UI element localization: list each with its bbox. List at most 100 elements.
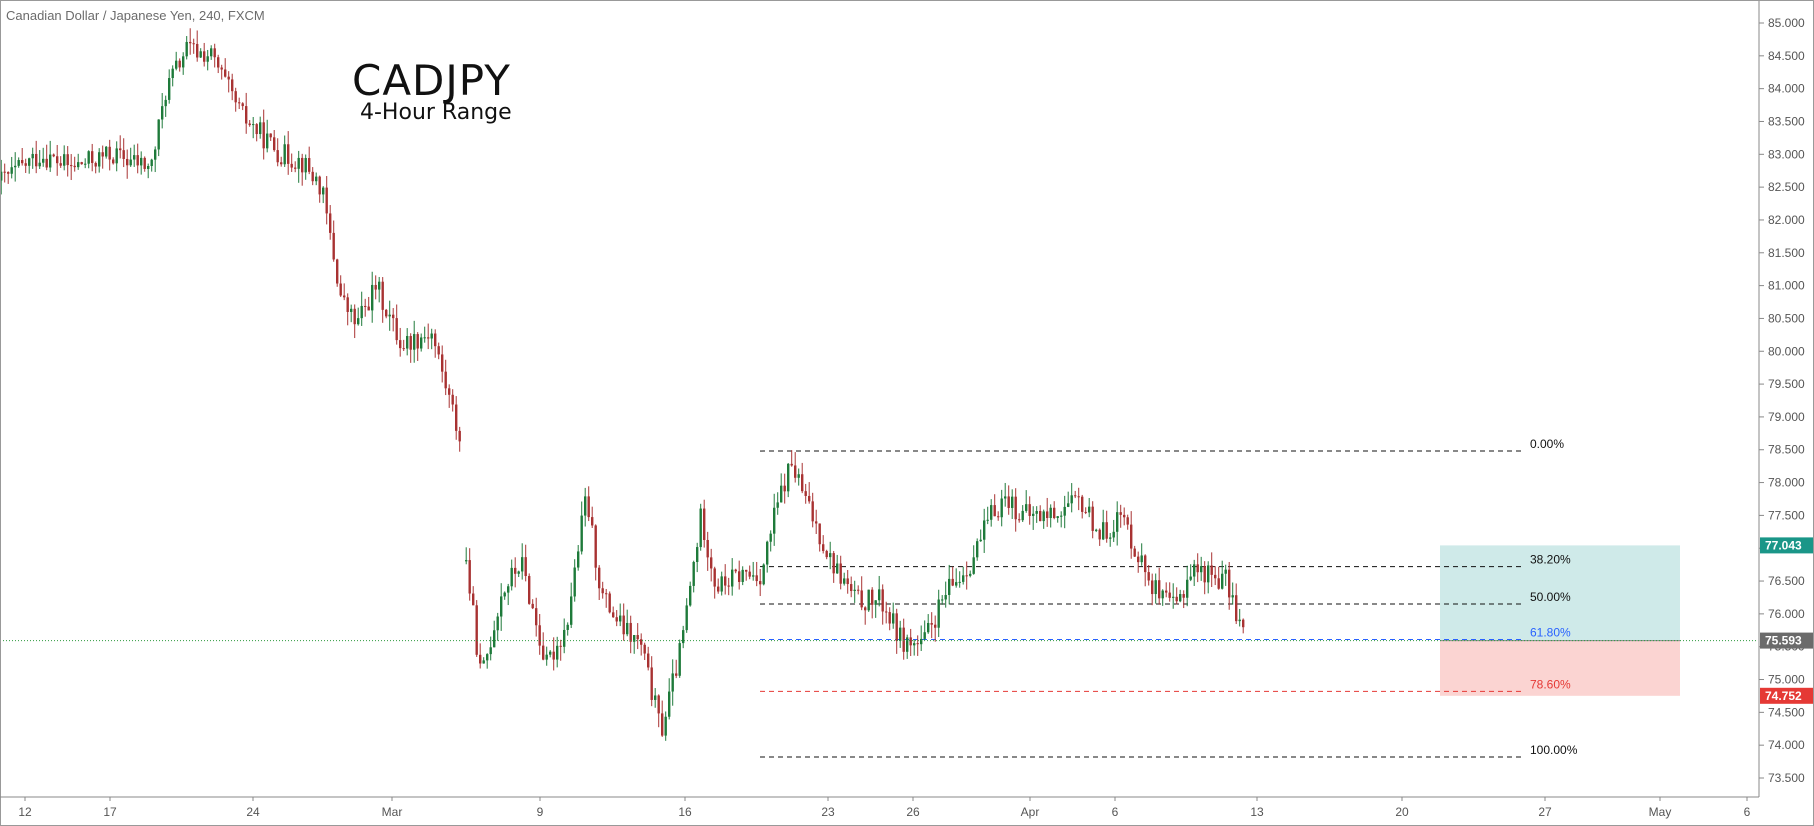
candle-220: [773, 493, 776, 546]
candle-94: [329, 205, 332, 240]
candle-348: [1221, 560, 1224, 590]
candle-39: [136, 143, 139, 174]
candle-319: [1119, 504, 1122, 528]
candle-88: [308, 146, 311, 175]
candle-62: [217, 54, 220, 74]
candle-313: [1098, 528, 1101, 546]
candle-309: [1084, 507, 1087, 515]
candle-332: [1165, 582, 1168, 598]
candle-199: [699, 503, 702, 551]
fib-label-1: 38.20%: [1530, 553, 1571, 567]
price-tick-label-11: 79.500: [1768, 377, 1805, 391]
candle-179: [629, 615, 632, 654]
candle-235: [825, 549, 828, 560]
candle-176: [619, 603, 622, 627]
candle-303: [1063, 495, 1066, 529]
price-tick-label-13: 78.500: [1768, 443, 1805, 457]
time-axis[interactable]: 12 17 24 Mar 9 16 23 26 Apr 6 13 20 27 May 6: [0, 796, 1759, 819]
candle-342: [1200, 556, 1203, 581]
candle-230: [808, 482, 811, 504]
candle-37: [129, 147, 132, 167]
candle-28: [98, 148, 101, 173]
candle-247: [867, 589, 870, 612]
candle-296: [1039, 505, 1042, 522]
candle-327: [1147, 565, 1150, 586]
candle-56: [196, 30, 199, 62]
candle-316: [1109, 533, 1112, 547]
candle-31: [108, 139, 111, 171]
candle-287: [1007, 485, 1010, 515]
candle-248: [871, 587, 874, 619]
candle-116: [406, 328, 409, 356]
candle-159: [559, 639, 562, 661]
price-tick-label-1: 84.500: [1768, 49, 1805, 63]
time-tick-label-10: 13: [1250, 805, 1264, 819]
candle-120: [420, 333, 423, 352]
candle-283: [993, 494, 996, 517]
candle-277: [972, 545, 975, 575]
price-tag-1: 75.593: [1760, 632, 1813, 649]
candle-276: [969, 570, 972, 578]
candle-200: [703, 499, 706, 548]
candle-53: [185, 36, 188, 60]
candle-141: [496, 612, 499, 641]
candle-21: [73, 156, 76, 172]
candle-104: [364, 298, 367, 317]
candle-45: [157, 119, 160, 157]
candle-82: [287, 131, 290, 175]
candle-242: [850, 576, 853, 598]
candle-262: [920, 625, 923, 651]
candle-134: [472, 586, 475, 606]
candle-266: [934, 615, 937, 642]
candle-67: [234, 87, 237, 112]
candle-218: [766, 540, 769, 573]
candle-299: [1049, 504, 1052, 528]
candle-196: [689, 581, 692, 607]
candle-279: [979, 529, 982, 542]
candle-325: [1140, 543, 1143, 566]
candle-343: [1203, 561, 1206, 595]
time-tick-label-4: 9: [537, 805, 544, 819]
candle-19: [66, 146, 69, 177]
candle-168: [591, 506, 594, 529]
candle-10: [35, 140, 38, 174]
candle-328: [1151, 573, 1154, 606]
candle-312: [1095, 528, 1098, 533]
candle-103: [360, 291, 363, 326]
candle-163: [573, 559, 576, 602]
candle-181: [636, 623, 639, 650]
candle-177: [622, 603, 625, 641]
candle-65: [227, 71, 230, 93]
candle-223: [783, 473, 786, 504]
price-tick-label-10: 80.000: [1768, 344, 1805, 358]
candle-295: [1035, 506, 1038, 523]
candle-20: [70, 154, 73, 181]
fib-label-4: 78.60%: [1530, 677, 1571, 691]
candle-96: [336, 258, 339, 287]
candle-143: [503, 591, 506, 600]
price-tick-label-0: 85.000: [1768, 16, 1805, 30]
candle-35: [122, 138, 125, 168]
candle-183: [643, 642, 646, 661]
price-tick-label-9: 80.500: [1768, 311, 1805, 325]
candle-34: [119, 135, 122, 159]
candle-30: [105, 145, 108, 159]
candle-36: [126, 149, 129, 179]
candle-268: [941, 595, 944, 605]
candle-72: [252, 117, 255, 139]
candle-297: [1042, 509, 1045, 529]
stop-loss-zone: [1440, 640, 1680, 696]
candle-207: [727, 577, 730, 596]
instrument-header: Canadian Dollar / Japanese Yen, 240, FXC…: [6, 8, 265, 23]
candle-337: [1182, 590, 1185, 609]
candle-212: [745, 569, 748, 581]
candle-105: [367, 296, 370, 311]
candle-261: [916, 635, 919, 656]
candle-48: [168, 69, 171, 104]
candle-238: [836, 554, 839, 574]
candle-269: [944, 581, 947, 608]
candle-310: [1088, 497, 1091, 518]
price-tick-label-5: 82.500: [1768, 180, 1805, 194]
candle-346: [1214, 566, 1217, 586]
